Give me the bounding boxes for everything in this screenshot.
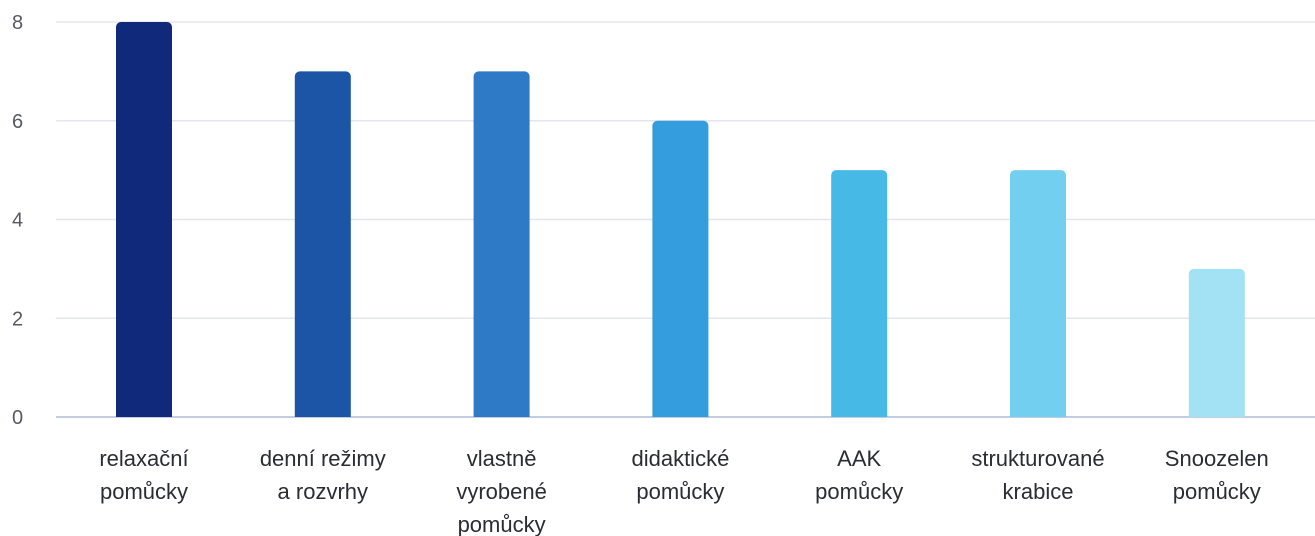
bar-base — [1188, 412, 1245, 417]
bar[interactable] — [652, 120, 709, 417]
category-label-line: denní režimy — [260, 446, 386, 471]
category-label-line: relaxační — [99, 446, 188, 471]
bar-base — [473, 412, 530, 417]
category-label: vlastně vyrobené pomůcky — [456, 446, 547, 536]
bars — [116, 22, 1245, 417]
y-tick-label: 2 — [12, 308, 23, 330]
bar-base — [116, 412, 172, 417]
bar[interactable] — [1010, 170, 1066, 417]
bar[interactable] — [116, 22, 172, 417]
category-label: Snoozelen pomůcky — [1165, 446, 1269, 504]
category-label: strukturované krabice — [971, 446, 1104, 504]
bar[interactable] — [294, 71, 351, 417]
category-label-line: vyrobené — [456, 479, 547, 504]
category-label-line: pomůcky — [1173, 479, 1261, 504]
category-label-line: Snoozelen — [1165, 446, 1269, 471]
category-label: denní režimy a rozvrhy — [260, 446, 386, 504]
y-tick-label: 6 — [12, 111, 23, 133]
x-axis-labels: relaxační pomůcky denní režimy a rozvrhy vla… — [99, 446, 1268, 536]
category-label-line: pomůcky — [815, 479, 903, 504]
category-label-line: didaktické — [631, 446, 729, 471]
category-label: didaktické pomůcky — [631, 446, 729, 504]
bar[interactable] — [831, 170, 888, 417]
category-label: AAK pomůcky — [815, 446, 903, 504]
category-label: relaxační pomůcky — [99, 446, 188, 504]
bar-base — [831, 412, 888, 417]
bar[interactable] — [473, 71, 530, 417]
bar-base — [294, 412, 351, 417]
y-tick-label: 0 — [12, 407, 23, 429]
category-label-line: krabice — [1003, 479, 1074, 504]
y-tick-label: 4 — [12, 210, 23, 232]
category-label-line: AAK — [837, 446, 881, 471]
category-label-line: pomůcky — [636, 479, 724, 504]
bar-base — [652, 412, 709, 417]
y-tick-label: 8 — [12, 12, 23, 34]
category-label-line: vlastně — [467, 446, 537, 471]
category-label-line: strukturované — [971, 446, 1104, 471]
category-label-line: pomůcky — [100, 479, 188, 504]
bar[interactable] — [1188, 268, 1245, 417]
y-axis-ticks: 0 2 4 6 8 — [12, 12, 23, 429]
bar-base — [1010, 412, 1066, 417]
category-label-line: a rozvrhy — [278, 479, 368, 504]
category-label-line: pomůcky — [458, 512, 546, 536]
